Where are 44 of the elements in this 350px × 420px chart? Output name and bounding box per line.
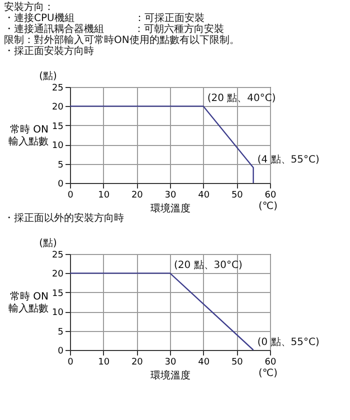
- y-tick-label: 20: [52, 102, 64, 113]
- text: (點): [39, 237, 57, 249]
- text: (℃): [258, 368, 278, 379]
- text: ・連接通訊耦合器機組 ：可朝六種方向安裝: [4, 24, 224, 35]
- x-tick-label: 30: [164, 190, 176, 200]
- text: ・採正面安裝方向時: [4, 46, 95, 57]
- x-tick-label: 0: [68, 358, 74, 368]
- text: 安裝方向：: [4, 2, 54, 13]
- x-tick-label: 50: [231, 190, 244, 200]
- text: 限制：對外部輸入可常時ON使用的點數有以下限制。: [4, 35, 240, 46]
- y-tick-label: 10: [52, 141, 64, 152]
- y-tick-label: 15: [52, 288, 64, 299]
- annotation: (0 點、55°C): [257, 336, 320, 348]
- text: (℃): [258, 201, 278, 212]
- y-axis-title: 常時 ON 輸入點數: [8, 290, 48, 314]
- annotation: (20 點、40°C): [207, 92, 276, 104]
- x-tick-label: 50: [231, 358, 244, 368]
- x-axis-title: 環境溫度: [150, 202, 190, 214]
- y-tick-label: 5: [58, 160, 64, 170]
- y-tick-label: 5: [58, 327, 64, 338]
- x-tick-label: 30: [164, 358, 176, 368]
- y-tick-label: 20: [52, 270, 64, 280]
- y-tick-label: 25: [52, 250, 64, 260]
- text: ・連接CPU機組 ：可採正面安裝: [4, 13, 204, 24]
- x-tick-label: 60: [264, 190, 276, 200]
- y-tick-label: 0: [58, 346, 64, 356]
- x-axis-title: 環境溫度: [150, 370, 190, 382]
- x-tick-label: 20: [131, 358, 144, 368]
- y-tick-label: 25: [52, 84, 64, 94]
- y-tick-label: 10: [52, 308, 64, 318]
- x-tick-label: 10: [98, 358, 110, 368]
- annotation: (20 點、30°C): [174, 259, 243, 272]
- x-tick-label: 60: [264, 358, 276, 368]
- x-tick-label: 10: [98, 190, 110, 200]
- x-tick-label: 0: [68, 190, 74, 200]
- text: ・採正面以外的安裝方向時: [4, 213, 125, 224]
- text: (點): [39, 70, 57, 82]
- x-tick-label: 40: [198, 358, 210, 368]
- y-tick-label: 0: [58, 180, 64, 190]
- y-tick-label: 15: [52, 122, 64, 132]
- y-axis-title: 常時 ON 輸入點數: [8, 124, 48, 148]
- x-tick-label: 20: [131, 190, 144, 200]
- x-tick-label: 40: [198, 190, 210, 200]
- annotation: (4 點、55°C): [257, 154, 320, 166]
